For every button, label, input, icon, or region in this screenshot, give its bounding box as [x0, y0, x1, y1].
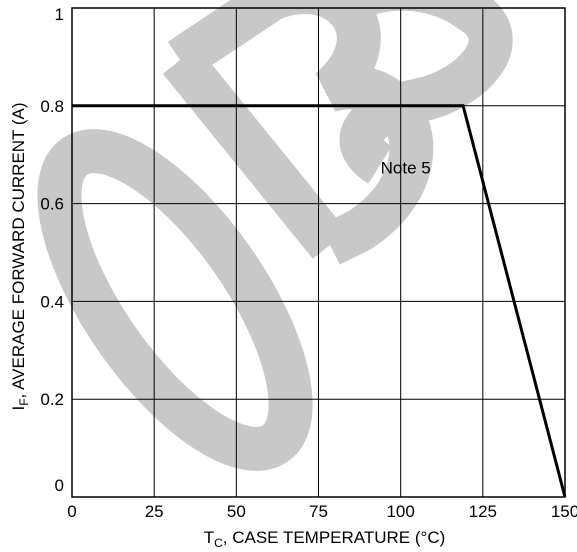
y-axis-label: IF, AVERAGE FORWARD CURRENT (A) [9, 102, 31, 410]
x-tick-label: 25 [145, 502, 164, 521]
x-tick-label: 100 [386, 502, 414, 521]
x-tick-label: 75 [309, 502, 328, 521]
x-tick-label: 125 [469, 502, 497, 521]
plot-frame [71, 7, 566, 498]
x-tick-label: 50 [227, 502, 246, 521]
x-axis-label: TC, CASE TEMPERATURE (°C) [204, 528, 446, 550]
y-axis-label-main: I [9, 406, 28, 411]
y-tick-label: 0.2 [40, 390, 64, 409]
x-axis-ticks: 0 25 50 75 100 125 150 [67, 502, 577, 521]
watermark-letter-o [37, 129, 313, 471]
y-tick-label: 0 [55, 476, 64, 495]
x-tick-label: 0 [67, 502, 76, 521]
y-tick-label: 1 [55, 5, 64, 24]
y-tick-label: 0.4 [40, 292, 64, 311]
x-axis-label-sub: C [214, 536, 223, 550]
y-axis-label-rest: , AVERAGE FORWARD CURRENT (A) [9, 102, 28, 398]
series-layer [72, 104, 567, 498]
note-annotation: Note 5 [381, 158, 431, 177]
series-line [72, 104, 567, 498]
x-axis-label-rest: , CASE TEMPERATURE (°C) [223, 528, 445, 547]
x-axis-label-main: T [204, 528, 214, 547]
watermark-letter-s [312, 0, 513, 184]
y-axis-label-sub: F [17, 398, 31, 405]
watermark-letter-b [162, 0, 434, 265]
y-tick-label: 0.6 [40, 195, 64, 214]
y-tick-label: 0.8 [40, 97, 64, 116]
x-tick-label: 150 [551, 502, 577, 521]
obsolete-watermark [37, 0, 513, 471]
y-axis-ticks: 0 0.2 0.4 0.6 0.8 1 [40, 5, 64, 495]
